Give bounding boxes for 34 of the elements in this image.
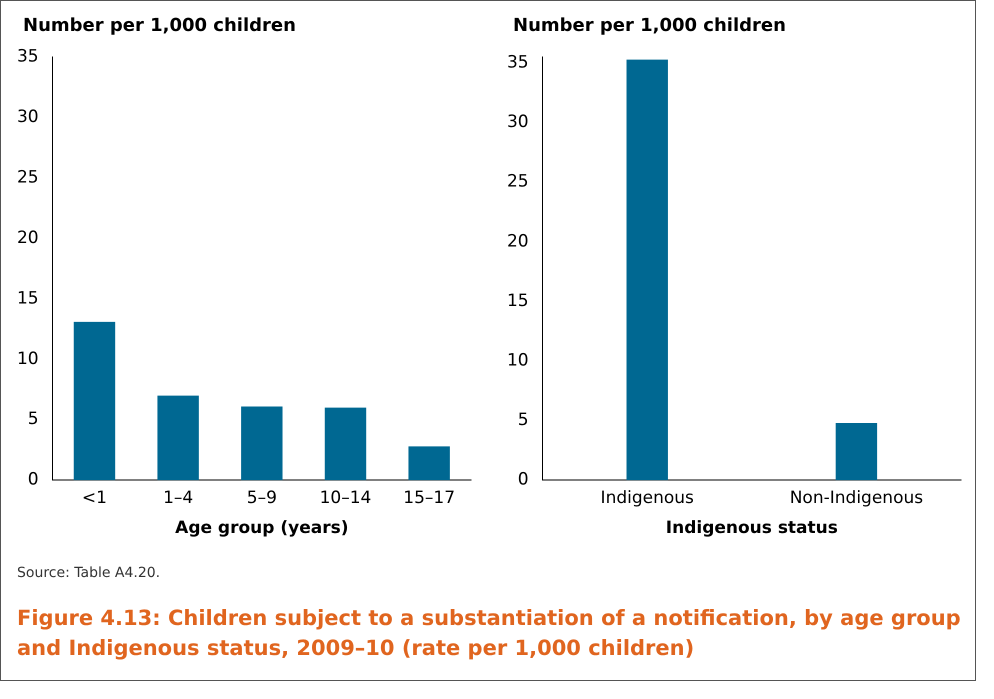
- x-tick-label: 10–14: [320, 488, 372, 508]
- y-tick-label: 15: [506, 290, 529, 311]
- x-tick-label: Indigenous: [600, 488, 694, 508]
- y-tick-label: 5: [518, 410, 529, 430]
- y-tick-label: 10: [16, 348, 39, 369]
- y-tick-label: 30: [506, 112, 529, 132]
- y-tick-label: 10: [506, 350, 529, 370]
- y-axis-title: Number per 1,000 children: [513, 15, 787, 38]
- y-tick-label: 0: [518, 470, 529, 490]
- source-note: Source: Table A4.20.: [17, 565, 162, 581]
- y-tick-label: 20: [506, 231, 529, 252]
- y-tick-label: 20: [16, 228, 39, 248]
- y-tick-label: 5: [28, 409, 39, 430]
- y-tick-label: 30: [16, 107, 39, 128]
- y-tick-label: 0: [28, 470, 39, 490]
- y-tick-label: 25: [16, 167, 39, 188]
- y-tick-label: 15: [16, 288, 39, 308]
- y-tick-label: 35: [16, 46, 39, 67]
- x-tick-label: 15–17: [403, 488, 456, 508]
- x-axis-title: Indigenous status: [666, 518, 838, 538]
- y-tick-label: 25: [506, 172, 529, 192]
- bar: [157, 396, 199, 480]
- x-tick-label: <1: [82, 488, 107, 508]
- text: Figure 4.13: Children subject to a substantiation of a notification, by age group and Indigenous status, 2009–10 (rate per 1,000 children): [17, 605, 962, 662]
- bar: [324, 408, 366, 480]
- x-tick-label: 1–4: [163, 488, 194, 508]
- bar: [241, 406, 283, 480]
- y-tick-label: 35: [506, 52, 529, 73]
- x-tick-label: 5–9: [246, 488, 277, 508]
- bar: [408, 446, 450, 480]
- bar: [74, 322, 116, 480]
- x-axis-title: Age group (years): [175, 518, 348, 538]
- y-axis-title: Number per 1,000 children: [23, 15, 297, 38]
- x-tick-label: Non-Indigenous: [790, 488, 924, 508]
